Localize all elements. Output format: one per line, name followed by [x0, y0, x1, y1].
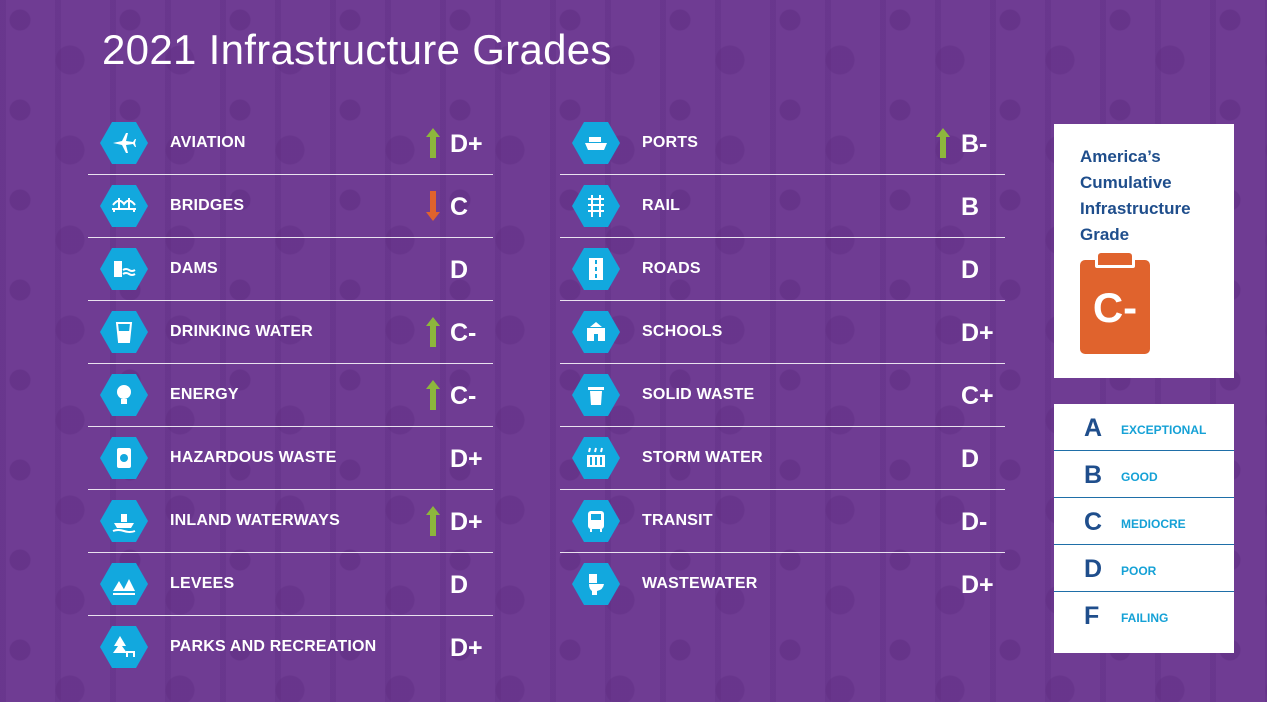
category-name: TRANSIT	[642, 512, 713, 529]
legend-letter: D	[1084, 555, 1103, 583]
grade-row-bridges: BRIDGES C	[88, 175, 493, 238]
lightbulb-icon	[100, 374, 148, 416]
dam-icon	[100, 248, 148, 290]
clipboard-icon: C-	[1080, 250, 1150, 354]
category-name: RAIL	[642, 197, 681, 214]
category-grade: B-	[961, 130, 988, 158]
category-name: LEVEES	[170, 575, 235, 592]
legend-letter: F	[1084, 602, 1100, 630]
legend-label: MEDIOCRE	[1121, 517, 1186, 531]
category-grade: C-	[450, 319, 477, 347]
legend-row: B GOOD	[1054, 451, 1234, 498]
arrow-down-icon	[426, 191, 440, 221]
category-grade: C	[450, 193, 469, 221]
arrow-up-icon	[426, 506, 440, 536]
cumulative-grade-title: America’s Cumulative Infrastructure Grad…	[1080, 147, 1191, 244]
water-glass-icon	[100, 311, 148, 353]
category-name: AVIATION	[170, 134, 246, 151]
category-name: ENERGY	[170, 386, 239, 403]
grade-row-drinking-water: DRINKING WATER C-	[88, 301, 493, 364]
category-grade: D+	[450, 508, 483, 536]
grade-row-transit: TRANSIT D-	[560, 490, 1005, 553]
cumulative-grade-card: America’s Cumulative Infrastructure Grad…	[1054, 124, 1234, 378]
category-grade: C+	[961, 382, 994, 410]
category-name: HAZARDOUS WASTE	[170, 449, 337, 466]
grade-row-ports: PORTS B-	[560, 112, 1005, 175]
trash-can-icon	[572, 374, 620, 416]
grade-legend: A EXCEPTIONAL B GOOD C MEDIOCRE D POOR F FAILING	[1054, 404, 1234, 653]
grade-row-roads: ROADS D	[560, 238, 1005, 301]
grade-row-wastewater: WASTEWATER D+	[560, 553, 1005, 616]
cumulative-grade-value: C-	[1092, 284, 1138, 331]
category-name: SCHOOLS	[642, 323, 723, 340]
grade-row-dams: DAMS D	[88, 238, 493, 301]
bridge-icon	[100, 185, 148, 227]
legend-row: C MEDIOCRE	[1054, 498, 1234, 545]
grade-row-schools: SCHOOLS D+	[560, 301, 1005, 364]
category-grade: D+	[450, 445, 483, 473]
legend-letter: B	[1084, 461, 1103, 489]
grade-row-parks-and-recreation: PARKS AND RECREATION D+	[88, 616, 493, 679]
legend-label: EXCEPTIONAL	[1121, 423, 1207, 437]
ship-icon	[572, 122, 620, 164]
category-name: ROADS	[642, 260, 701, 277]
legend-letter: C	[1084, 508, 1103, 536]
clipboard-board	[1080, 260, 1150, 354]
grade-row-energy: ENERGY C-	[88, 364, 493, 427]
legend-row: F FAILING	[1054, 592, 1234, 639]
legend-row: A EXCEPTIONAL	[1054, 404, 1234, 451]
page-title: 2021 Infrastructure Grades	[102, 26, 612, 73]
airplane-icon	[100, 122, 148, 164]
category-grade: D	[450, 256, 469, 284]
category-grade: D	[961, 256, 980, 284]
category-name: WASTEWATER	[642, 575, 758, 592]
category-grade: D+	[961, 571, 994, 599]
clipboard-clip	[1095, 250, 1135, 268]
legend-label: POOR	[1121, 564, 1157, 578]
rail-track-icon	[572, 185, 620, 227]
category-grade: B	[961, 193, 980, 221]
road-icon	[572, 248, 620, 290]
storm-drain-icon	[572, 437, 620, 479]
school-icon	[572, 311, 620, 353]
category-grade: D+	[450, 130, 483, 158]
boat-icon	[100, 500, 148, 542]
category-name: STORM WATER	[642, 449, 763, 466]
grade-row-solid-waste: SOLID WASTE C+	[560, 364, 1005, 427]
arrow-up-icon	[936, 128, 950, 158]
category-name: INLAND WATERWAYS	[170, 512, 341, 529]
tree-picnic-icon	[100, 626, 148, 668]
bus-icon	[572, 500, 620, 542]
category-name: BRIDGES	[170, 197, 245, 214]
category-grade: D-	[961, 508, 988, 536]
category-grade: D+	[450, 634, 483, 662]
grade-row-storm-water: STORM WATER D	[560, 427, 1005, 490]
grade-row-levees: LEVEES D	[88, 553, 493, 616]
category-name: SOLID WASTE	[642, 386, 755, 403]
legend-label: FAILING	[1121, 611, 1169, 625]
grade-row-rail: RAIL B	[560, 175, 1005, 238]
category-name: PARKS AND RECREATION	[170, 638, 377, 655]
category-name: DAMS	[170, 260, 218, 277]
category-grade: D	[961, 445, 980, 473]
legend-row: D POOR	[1054, 545, 1234, 592]
hazard-barrel-icon	[100, 437, 148, 479]
legend-letter: A	[1084, 414, 1103, 442]
arrow-up-icon	[426, 317, 440, 347]
category-name: PORTS	[642, 134, 699, 151]
grade-row-hazardous-waste: HAZARDOUS WASTE D+	[88, 427, 493, 490]
toilet-icon	[572, 563, 620, 605]
arrow-up-icon	[426, 128, 440, 158]
category-grade: D	[450, 571, 469, 599]
legend-label: GOOD	[1121, 470, 1158, 484]
levee-icon	[100, 563, 148, 605]
grade-row-aviation: AVIATION D+	[88, 112, 493, 175]
grade-row-inland-waterways: INLAND WATERWAYS D+	[88, 490, 493, 553]
grades-column-left: AVIATION D+ BRIDGES C DAMS D DRINKING WATER C- E…	[88, 112, 493, 679]
grades-column-right: PORTS B- RAIL B ROADS D SCHOOLS D+ SOLID WASTE C+…	[560, 112, 1005, 616]
category-grade: C-	[450, 382, 477, 410]
category-name: DRINKING WATER	[170, 323, 313, 340]
category-grade: D+	[961, 319, 994, 347]
arrow-up-icon	[426, 380, 440, 410]
